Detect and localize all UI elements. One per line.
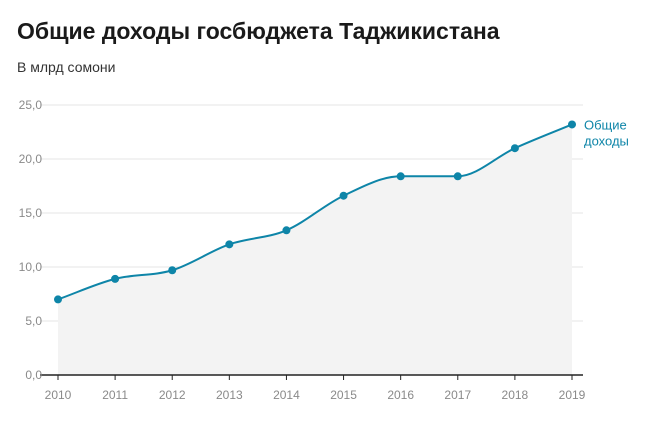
x-tick-label: 2012	[159, 388, 186, 402]
x-tick-label: 2013	[216, 388, 243, 402]
data-point	[568, 120, 576, 129]
y-tick-label: 10,0	[19, 260, 43, 274]
x-tick-label: 2015	[330, 388, 357, 402]
series-label-line: доходы	[584, 133, 629, 148]
series-label: Общие доходы	[584, 117, 629, 148]
data-point	[339, 191, 348, 200]
data-points	[54, 120, 576, 304]
x-axis	[40, 374, 583, 380]
data-point	[396, 172, 405, 181]
y-tick-label: 5,0	[25, 314, 42, 328]
x-tick-label: 2014	[273, 388, 300, 402]
y-tick-label: 25,0	[19, 98, 43, 112]
data-point	[453, 172, 462, 181]
x-tick-label: 2010	[45, 388, 72, 402]
data-point	[111, 274, 120, 283]
data-point	[54, 295, 62, 304]
x-tick-label: 2016	[387, 388, 414, 402]
data-point	[225, 240, 234, 249]
chart-subtitle: В млрд сомони	[17, 59, 116, 75]
y-tick-label: 15,0	[19, 206, 43, 220]
y-tick-label: 0,0	[25, 368, 42, 382]
tick-labels: 0,0 5,0 10,0 15,0 20,0 25,0 2010 2011 2012 2013 20…	[19, 98, 586, 402]
x-tick-label: 2018	[502, 388, 529, 402]
series-label-line: Общие	[584, 117, 627, 132]
data-point	[510, 144, 519, 153]
data-point	[168, 266, 177, 275]
series-line	[57, 123, 573, 301]
y-tick-label: 20,0	[19, 152, 43, 166]
x-tick-label: 2019	[559, 388, 586, 402]
data-point	[282, 226, 291, 235]
chart-title: Общие доходы госбюджета Таджикистана	[17, 18, 500, 44]
x-tick-label: 2011	[102, 388, 128, 402]
x-tick-label: 2017	[444, 388, 471, 402]
area-fill	[58, 124, 572, 375]
